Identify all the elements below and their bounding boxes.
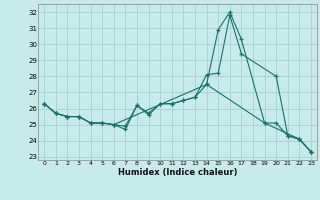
X-axis label: Humidex (Indice chaleur): Humidex (Indice chaleur) — [118, 168, 237, 177]
